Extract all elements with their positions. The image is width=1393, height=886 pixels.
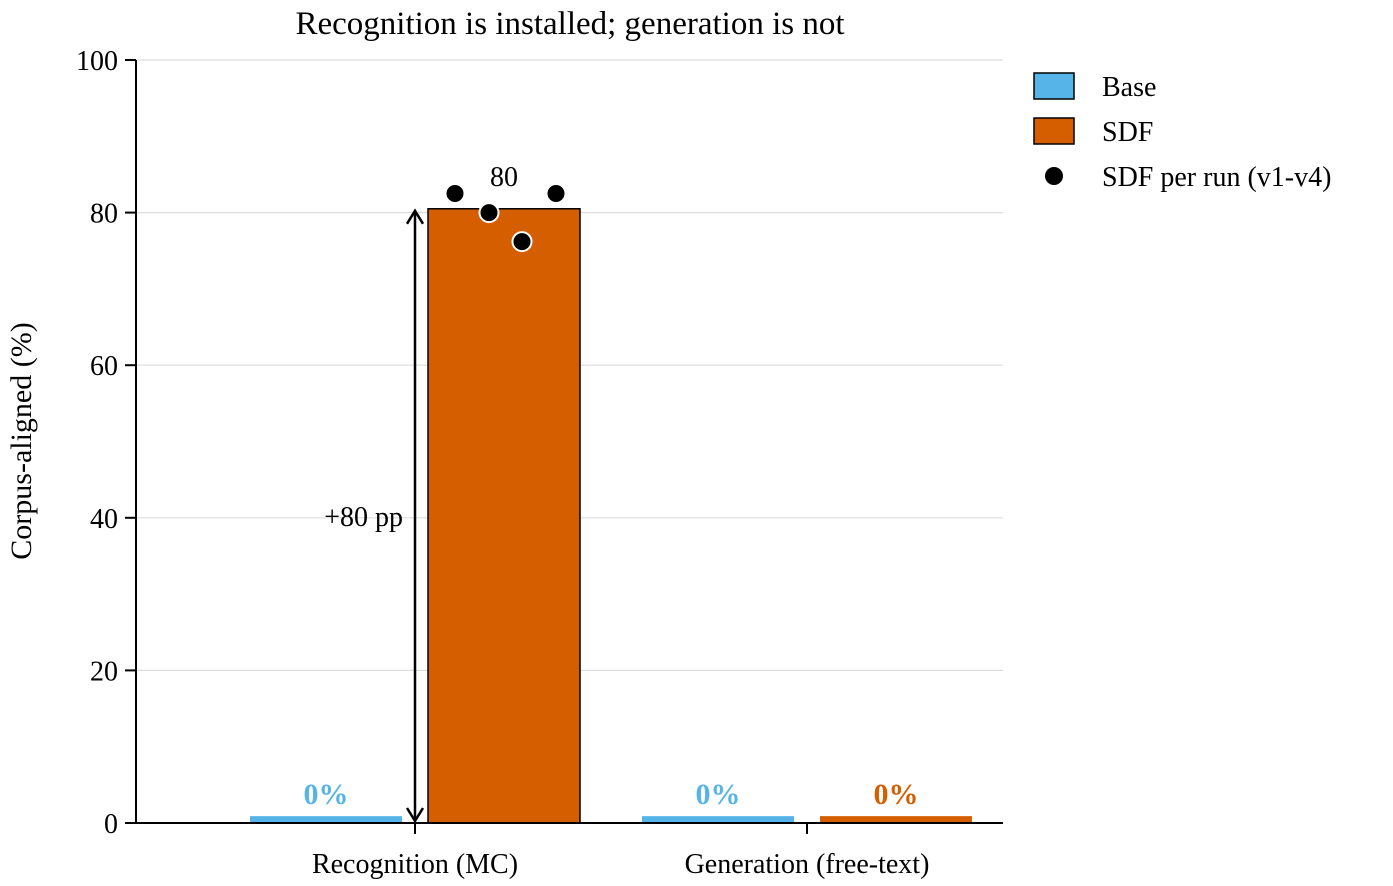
legend-swatch-sdf	[1033, 117, 1075, 145]
bar-value-label: 0%	[874, 778, 919, 811]
per-run-point	[478, 202, 500, 224]
x-tick-label: Recognition (MC)	[312, 849, 518, 880]
y-tick-label: 80	[90, 199, 118, 230]
annotation-arrowhead-bottom	[405, 807, 425, 824]
bar-base-2	[642, 816, 794, 823]
y-tick-label: 0	[104, 809, 118, 840]
annotation-label: +80 pp	[324, 502, 403, 533]
bar-value-label: 0%	[696, 778, 741, 811]
difference-annotation: +80 pp	[324, 208, 425, 824]
y-tick-label: 20	[90, 656, 118, 687]
legend-label: SDF	[1102, 117, 1153, 148]
bar-base-1	[250, 816, 402, 823]
y-tick-label: 60	[90, 351, 118, 382]
legend: Base SDF SDF per run (v1-v4)	[1033, 72, 1331, 193]
per-run-point	[545, 183, 567, 205]
bar-labels: 0% 0% 80 0%	[304, 162, 919, 811]
legend-label: Base	[1102, 72, 1156, 103]
per-run-point	[444, 183, 466, 205]
legend-label: SDF per run (v1-v4)	[1102, 162, 1331, 193]
bar-sdf-2	[820, 816, 972, 823]
bar-sdf-1	[427, 208, 581, 824]
y-tick-label: 100	[76, 46, 118, 77]
bars	[250, 208, 972, 824]
per-run-points	[444, 183, 567, 253]
y-ticks: 0 20 40 60 80 100	[76, 46, 136, 840]
x-ticks: Recognition (MC) Generation (free-text)	[312, 823, 929, 880]
per-run-point	[511, 231, 533, 253]
bar-value-label: 0%	[304, 778, 349, 811]
legend-marker-per-run	[1045, 167, 1063, 185]
y-axis-title: Corpus-aligned (%)	[5, 322, 38, 559]
legend-swatch-base	[1033, 72, 1075, 100]
x-tick-label: Generation (free-text)	[685, 849, 930, 880]
bar-value-label: 80	[490, 162, 518, 193]
annotation-arrowhead-top	[405, 208, 425, 225]
chart-title: Recognition is installed; generation is …	[296, 6, 845, 42]
axes	[135, 60, 1003, 824]
y-tick-label: 40	[90, 504, 118, 535]
